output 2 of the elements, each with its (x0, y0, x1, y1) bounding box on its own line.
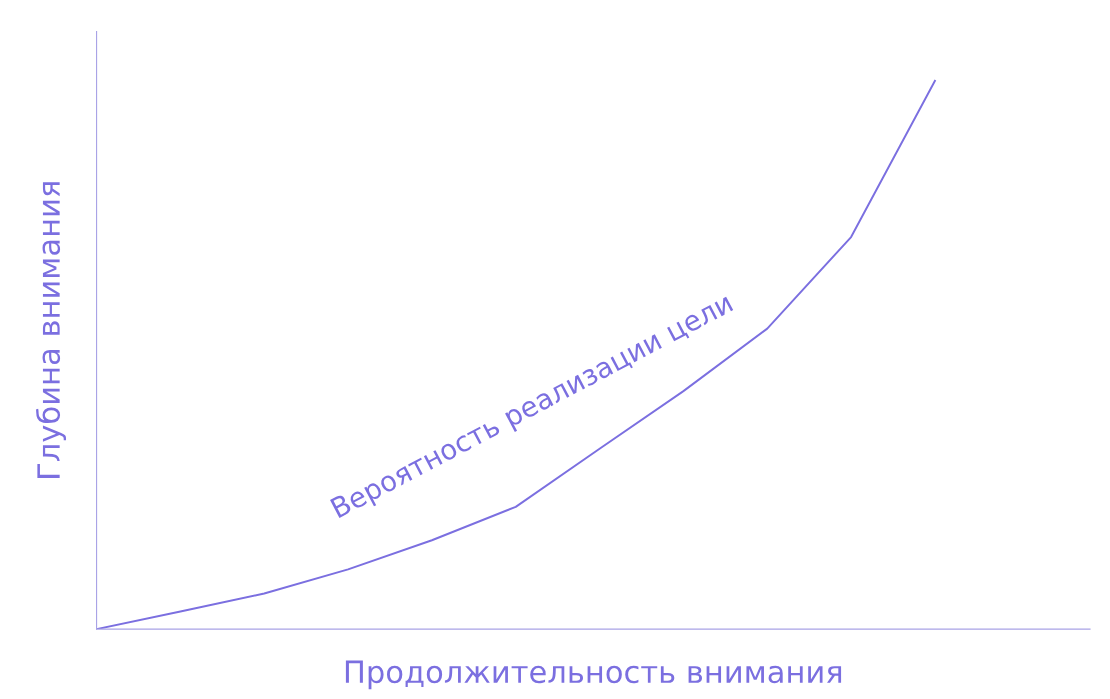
y-axis-title: Глубина внимания (35, 182, 67, 478)
x-axis-title: Продолжительность внимания (345, 660, 842, 690)
